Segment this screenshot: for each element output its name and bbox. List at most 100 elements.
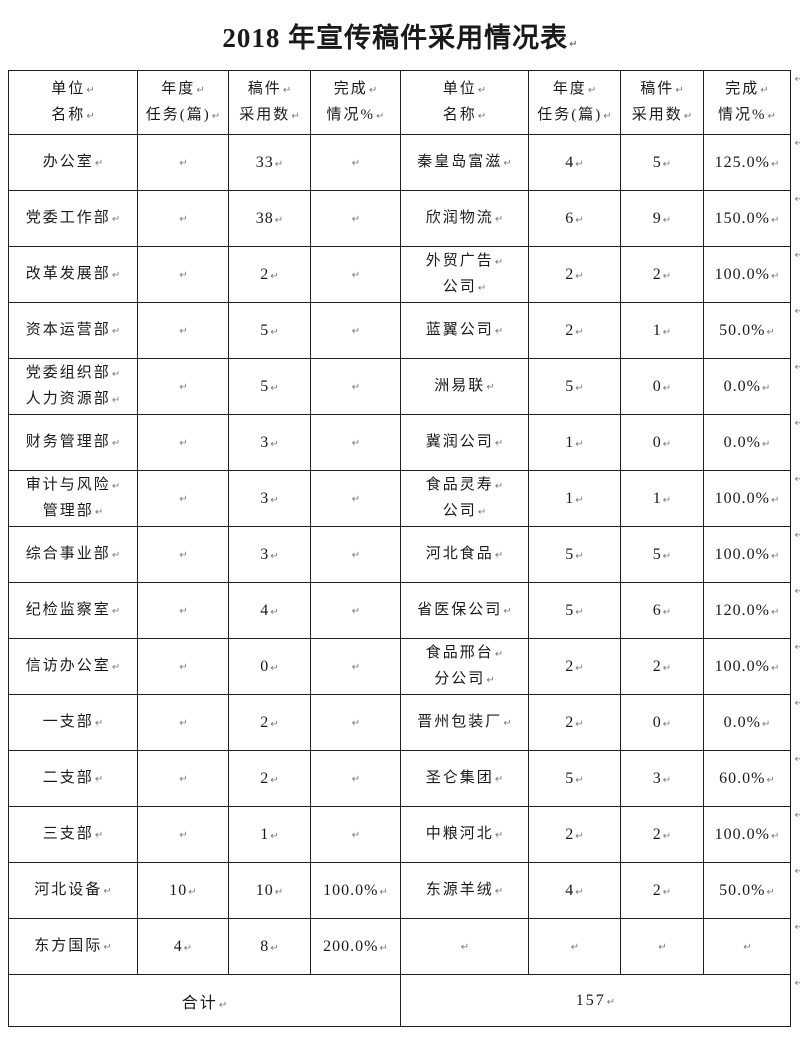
adopted-value: 2 [260,265,270,283]
unit-name: 东源羊绒 [425,881,494,898]
total-label: 合计 [181,994,218,1012]
task-value-cell: ↵ [137,750,229,807]
task-value-cell: 2↵ [528,638,621,695]
end-of-row-mark: ↵ [794,250,800,261]
end-of-row-mark: ↵ [794,194,800,205]
completion-value: 100.0% [323,881,379,899]
end-of-cell-mark: ↵ [379,942,388,954]
task-value: 1 [565,433,575,451]
completion-value-cell: 100.0%↵ ↵ [703,638,800,695]
unit-name: 东方国际 [34,937,103,954]
header-completion-left: 完成↵ 情况%↵ [310,70,401,135]
end-of-row-mark: ↵ [794,362,800,373]
adopted-value: 2 [652,265,662,283]
end-of-cell-mark: ↵ [770,158,780,170]
header-annual-task-right: 年度↵ 任务(篇)↵ [528,70,621,135]
adopted-value-cell: 2↵ [620,806,704,863]
end-of-cell-mark: ↵ [179,326,188,337]
end-of-cell-mark: ↵ [111,437,121,449]
task-value: 1 [565,489,575,507]
end-of-cell-mark: ↵ [494,885,504,897]
task-value-cell: ↵ [137,526,229,583]
end-of-cell-mark: ↵ [270,718,279,730]
completion-value-cell: ↵ [310,302,401,359]
end-of-cell-mark: ↵ [183,942,193,954]
unit-name-cell: 资本运营部↵ [8,302,138,359]
adopted-value-cell: 2↵ [228,750,311,807]
end-of-cell-mark: ↵ [188,886,197,898]
adopted-value-cell: 5↵ [228,302,311,359]
end-of-row-mark: ↵ [794,978,800,989]
completion-value-cell: 120.0%↵ ↵ [703,582,800,639]
end-of-cell-mark: ↵ [575,550,584,562]
end-of-cell-mark: ↵ [218,999,228,1011]
end-of-cell-mark: ↵ [179,662,188,673]
header-text: 完成 [333,80,368,97]
unit-name-cell: 河北食品↵ [400,526,529,583]
adopted-value-cell: 8↵ [228,918,311,975]
end-of-line-mark: ↵ [587,84,597,96]
completion-value-cell: ↵ [310,806,401,863]
end-of-cell-mark: ↵ [351,606,361,617]
completion-value-cell: ↵ [310,526,401,583]
unit-name: 蓝翼公司 [425,321,494,338]
table-row: 党委组织部↵ 人力资源部↵ ↵ 5↵ ↵ 洲易联↵ 5↵ 0↵ 0.0%↵ ↵ [8,358,800,415]
unit-name: 审计与风险 [25,476,111,493]
end-of-row-mark: ↵ [794,922,800,933]
table-row: 河北设备↵ 10↵ 10↵ 100.0%↵ 东源羊绒↵ 4↵ 2↵ 50.0%↵ ↵ [8,862,800,919]
task-value-cell: ↵ [137,414,229,471]
task-value: 5 [565,769,575,787]
end-of-cell-mark: ↵ [575,774,584,786]
end-of-cell-mark: ↵ [575,214,584,226]
end-of-cell-mark: ↵ [94,506,104,518]
end-of-line-mark: ↵ [760,84,769,96]
end-of-line-mark: ↵ [86,110,95,122]
unit-name: 河北食品 [425,545,494,562]
end-of-cell-mark: ↵ [770,270,780,282]
end-of-cell-mark: ↵ [351,774,361,785]
end-of-cell-mark: ↵ [351,494,361,505]
table-row: 财务管理部↵ ↵ 3↵ ↵ 冀润公司↵ 1↵ 0↵ 0.0%↵ ↵ [8,414,800,471]
task-value: 2 [565,713,575,731]
end-of-cell-mark: ↵ [94,773,104,785]
adopted-value: 5 [652,545,662,563]
end-of-cell-mark: ↵ [570,942,580,953]
adopted-value-cell: 3↵ [228,470,311,527]
unit-name-cell: 欣润物流↵ [400,190,529,247]
task-value: 6 [565,209,575,227]
adopted-value: 3 [260,489,270,507]
end-of-row-mark: ↵ [794,586,800,597]
unit-name: 改革发展部 [25,265,111,282]
task-value-cell: 10↵ [137,862,229,919]
end-of-row-mark: ↵ [794,530,800,541]
end-of-cell-mark: ↵ [662,606,672,618]
header-text: 年度 [552,80,587,97]
end-of-cell-mark: ↵ [575,494,584,506]
unit-name-cell: 办公室↵ [8,134,138,191]
end-of-line-mark: ↵ [211,110,221,122]
unit-name: 省医保公司 [417,601,503,618]
end-of-cell-mark: ↵ [351,550,361,561]
end-of-cell-mark: ↵ [103,885,112,897]
end-of-cell-mark: ↵ [379,886,388,898]
task-value: 2 [565,657,575,675]
task-value-cell: ↵ [137,302,229,359]
end-of-cell-mark: ↵ [179,774,188,785]
end-of-cell-mark: ↵ [270,774,279,786]
end-of-cell-mark: ↵ [270,830,279,842]
completion-value-cell: ↵ [310,246,401,303]
end-of-cell-mark: ↵ [575,830,584,842]
completion-value-cell: 150.0%↵ ↵ [703,190,800,247]
end-of-cell-mark: ↵ [111,213,121,225]
adopted-value-cell: 4↵ [228,582,311,639]
end-of-line-mark: ↵ [282,84,292,96]
table-row: 资本运营部↵ ↵ 5↵ ↵ 蓝翼公司↵ 2↵ 1↵ 50.0%↵ ↵ [8,302,800,359]
end-of-line-mark: ↵ [86,84,95,96]
table-row: 改革发展部↵ ↵ 2↵ ↵ 外贸广告↵ 公司↵ 2↵ 2↵ 100.0%↵ ↵ [8,246,800,303]
adopted-value-cell: 0↵ [228,638,311,695]
total-value-cell: 157↵ ↵ [400,974,800,1027]
task-value: 10 [169,881,188,899]
adopted-value-cell: 33↵ [228,134,311,191]
completion-value: 100.0% [714,489,770,507]
unit-name-cell: 党委工作部↵ [8,190,138,247]
